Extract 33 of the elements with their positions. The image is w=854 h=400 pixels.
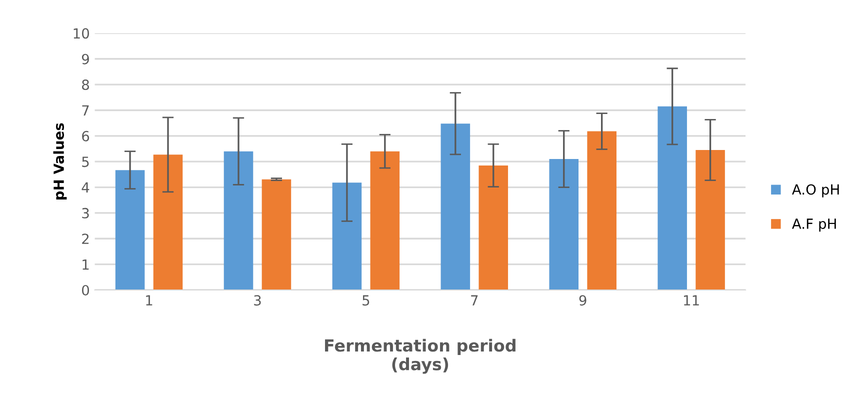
y-tick-label: 1	[82, 259, 89, 270]
y-tick-label: 5	[82, 156, 89, 168]
x-tick-label: 9	[579, 295, 586, 306]
bar	[153, 154, 183, 290]
y-tick-label: 4	[82, 182, 90, 193]
bar	[332, 182, 362, 290]
bar	[115, 170, 145, 290]
bar	[370, 151, 400, 290]
bar	[549, 159, 579, 290]
y-tick-label: 6	[82, 130, 90, 142]
bar	[478, 165, 508, 290]
y-tick-label: 0	[82, 284, 90, 296]
x-tick-label: 11	[684, 295, 699, 306]
y-axis-title: pH Values	[53, 123, 67, 200]
legend-label: A.O pH	[792, 184, 839, 198]
x-tick-label: 3	[254, 295, 261, 306]
y-tick-label: 8	[82, 80, 89, 90]
y-tick-label: 10	[74, 28, 90, 39]
y-tick-label: 3	[82, 208, 89, 218]
x-tick-label: 7	[471, 295, 478, 306]
bar	[224, 151, 254, 290]
y-tick-label: 2	[82, 234, 89, 244]
bar	[262, 179, 292, 290]
bar	[696, 150, 725, 290]
bar	[587, 131, 616, 290]
bar	[658, 106, 687, 290]
x-tick-label: 5	[362, 295, 370, 306]
y-tick-label: 9	[82, 54, 89, 64]
x-tick-label: 1	[146, 295, 152, 306]
bar	[440, 124, 470, 290]
legend-label: A.F pH	[792, 218, 836, 232]
y-tick-label: 7	[82, 105, 89, 116]
x-axis-title: Fermentation period (days)	[325, 338, 516, 374]
